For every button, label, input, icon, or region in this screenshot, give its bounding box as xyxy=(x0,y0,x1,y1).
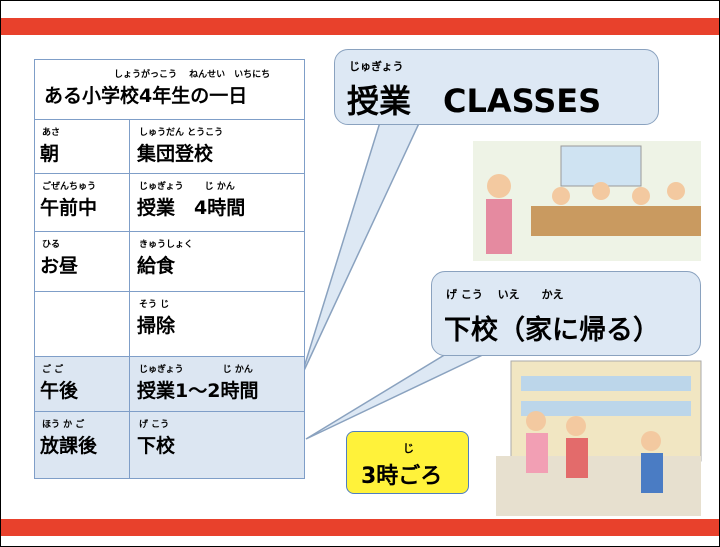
title-ruby: しょうがっこう ねんせい いちにち xyxy=(114,70,271,80)
bottom-band xyxy=(1,519,719,536)
callout-ruby: じゅぎょう xyxy=(349,60,404,73)
activity: 授業 4時間 xyxy=(137,197,246,219)
callout-tail xyxy=(305,350,492,440)
time: 放課後 xyxy=(40,435,98,457)
time: お昼 xyxy=(40,255,79,277)
activity-ruby: じゅぎょう じ かん xyxy=(139,182,235,192)
time-ruby: ひる xyxy=(42,240,61,250)
callout-tail xyxy=(300,118,423,378)
callout-ruby: じ xyxy=(403,442,414,455)
time: 午前中 xyxy=(40,197,98,219)
time-ruby: ご ご xyxy=(42,365,64,375)
callout-text: 3時ごろ xyxy=(361,464,443,489)
activity-ruby: じゅぎょう じ かん xyxy=(139,365,253,375)
activity: 下校 xyxy=(137,435,176,457)
time-ruby: ほう か ご xyxy=(42,420,85,430)
time-cell xyxy=(34,411,130,479)
callout: じゅぎょう 授業 CLASSES xyxy=(334,49,659,125)
activity: 掃除 xyxy=(137,315,176,337)
callout-ruby: げ こう いえ かえ xyxy=(446,288,564,301)
activity: 集団登校 xyxy=(137,143,214,165)
callout: じ 3時ごろ xyxy=(346,431,469,494)
activity-cell xyxy=(129,356,305,412)
activity: 授業1～2時間 xyxy=(137,380,259,402)
activity-ruby: しゅうだん とうこう xyxy=(139,128,224,138)
table-title: ある小学校4年生の一日 xyxy=(44,85,248,107)
time: 朝 xyxy=(40,143,60,165)
activity-ruby: きゅうしょく xyxy=(139,240,194,250)
activity-ruby: そう じ xyxy=(139,300,170,310)
activity-cell xyxy=(129,411,305,479)
time-cell xyxy=(34,291,130,357)
top-band xyxy=(1,18,719,35)
time-ruby: あさ xyxy=(42,128,61,138)
time-cell xyxy=(34,356,130,412)
school-illustration xyxy=(496,360,702,516)
time: 午後 xyxy=(40,380,79,402)
callout-text: 下校（家に帰る） xyxy=(444,315,660,346)
activity: 給食 xyxy=(137,255,176,277)
callout: げ こう いえ かえ 下校（家に帰る） xyxy=(431,271,701,356)
classroom-illustration xyxy=(473,141,701,261)
callout-text: 授業 CLASSES xyxy=(347,82,602,120)
activity-ruby: げ こう xyxy=(139,420,170,430)
time-ruby: ごぜんちゅう xyxy=(42,182,97,192)
